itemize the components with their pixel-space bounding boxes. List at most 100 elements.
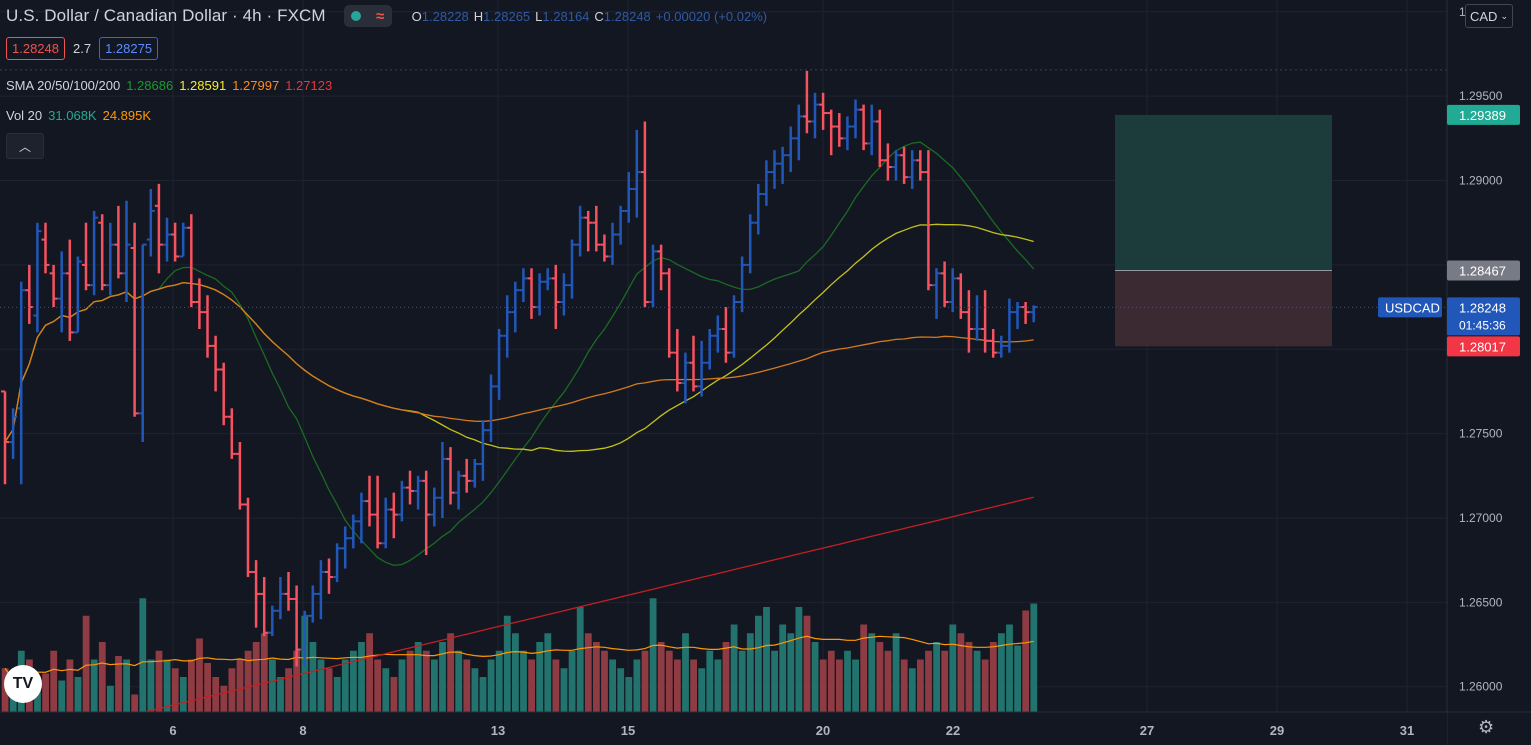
ohlc-bar [235,442,244,510]
ohlc-bar [819,92,828,130]
ohlc-value: 1.28164 [542,8,590,24]
ohlc-bar [106,222,115,296]
volume-bar [260,633,268,712]
ohlc-bar [73,256,82,334]
ohlc-bar [292,585,301,667]
chart-header: U.S. Dollar / Canadian Dollar · 4h · FXC… [6,4,767,28]
volume-bar [317,659,325,712]
ohlc-bar [778,146,787,184]
volume-bar [552,659,560,712]
volume-bar [341,659,349,712]
ohlc-bar [244,497,252,578]
volume-bar [414,642,422,712]
stop-zone [1115,270,1332,347]
ohlc-bar [730,295,738,358]
ohlc-bar [146,188,155,257]
volume-bar [528,659,535,712]
ohlc-bar [997,335,1006,358]
price-label: 1.28017 [1459,339,1506,354]
volume-bar [860,624,868,712]
volume-bar [957,633,965,712]
volume-bar [107,685,114,712]
market-status-toggle[interactable]: ≈ [343,5,392,27]
volume-legend[interactable]: Vol 20 31.068K 24.895K [6,108,151,123]
volume-bar [779,624,787,712]
ohlc-bar [349,514,358,549]
tradingview-logo[interactable]: TV [4,665,42,703]
ohlc-bar [163,217,171,262]
volume-bar [422,650,430,712]
sma-legend[interactable]: SMA 20/50/100/200 1.28686 1.28591 1.27997 1… [6,78,332,93]
volume-bar [90,659,98,712]
ohlc-bar [203,295,212,358]
volume-bar [925,650,932,712]
ohlc-bar [462,458,471,493]
volume-bar [900,659,908,712]
volume-bar [350,650,357,712]
volume-bar [892,633,900,712]
volume-bar [228,668,236,712]
ohlc-bars [1,70,1038,667]
ohlc-bar [470,458,479,488]
volume-bar [463,659,471,712]
gear-icon[interactable]: ⚙ [1478,717,1495,737]
volume-bar [771,650,778,712]
time-tick-label: 15 [621,723,635,738]
price-tick-label: 1.27500 [1459,427,1503,441]
volume-bar [9,691,17,712]
volume-bar [633,659,641,712]
volume-bar [115,656,122,712]
ohlc-bar [9,408,18,459]
volume-bar [1022,610,1030,712]
ohlc-bar [762,160,771,206]
volume-bar [852,659,859,712]
volume-bar [844,650,851,712]
volume-bar [34,691,41,712]
volume-bar [325,668,333,712]
time-axis[interactable]: 6 8 13 15 20 22 27 29 31 [0,711,1531,745]
volume-bar [503,615,511,712]
volume-bar [722,642,730,712]
volume-bar [1014,645,1021,712]
collapse-legend-button[interactable]: ︿ [6,133,44,159]
long-position-tool[interactable] [1115,114,1332,347]
legend-value: 1.28591 [179,78,227,93]
ohlc-bar [559,273,568,316]
volume-bar [131,694,139,712]
ohlc-bar [689,335,698,392]
ohlc-bar [624,172,633,223]
volume-bar [601,650,608,712]
currency-selector[interactable]: CAD ⌄ [1465,4,1513,28]
sell-button[interactable]: 1.28248 [6,37,65,60]
volume-bar [487,659,495,712]
ohlc-bar [284,571,293,611]
buy-button[interactable]: 1.28275 [99,37,159,60]
volume-ma-line [4,635,1034,681]
currency-label: CAD [1470,8,1498,24]
volume-bar [204,663,211,712]
ohlc-bar [673,329,682,392]
ohlc-bar [883,143,892,181]
sma-20-line [4,141,1035,566]
ohlc-key: O [411,8,422,24]
volume-bar [649,598,657,712]
volume-bar [876,642,884,712]
volume-bar [682,633,689,712]
volume-bar [811,642,819,712]
ohlc-bar [389,492,398,539]
symbol-title[interactable]: U.S. Dollar / Canadian Dollar · 4h · FXC… [6,6,326,25]
volume-bar [714,659,722,712]
volume-bar [795,607,803,712]
volume-bar [244,650,252,712]
ohlc-bar [195,278,204,330]
sma-legend-label: SMA 20/50/100/200 [6,78,121,93]
volume-bar [123,659,130,712]
volume-bar [495,650,503,712]
ohlc-bar [802,70,811,134]
ohlc-bar [568,239,576,299]
legend-value: 31.068K [48,108,97,123]
ohlc-bar [721,307,730,363]
ohlc-bar [333,543,342,583]
